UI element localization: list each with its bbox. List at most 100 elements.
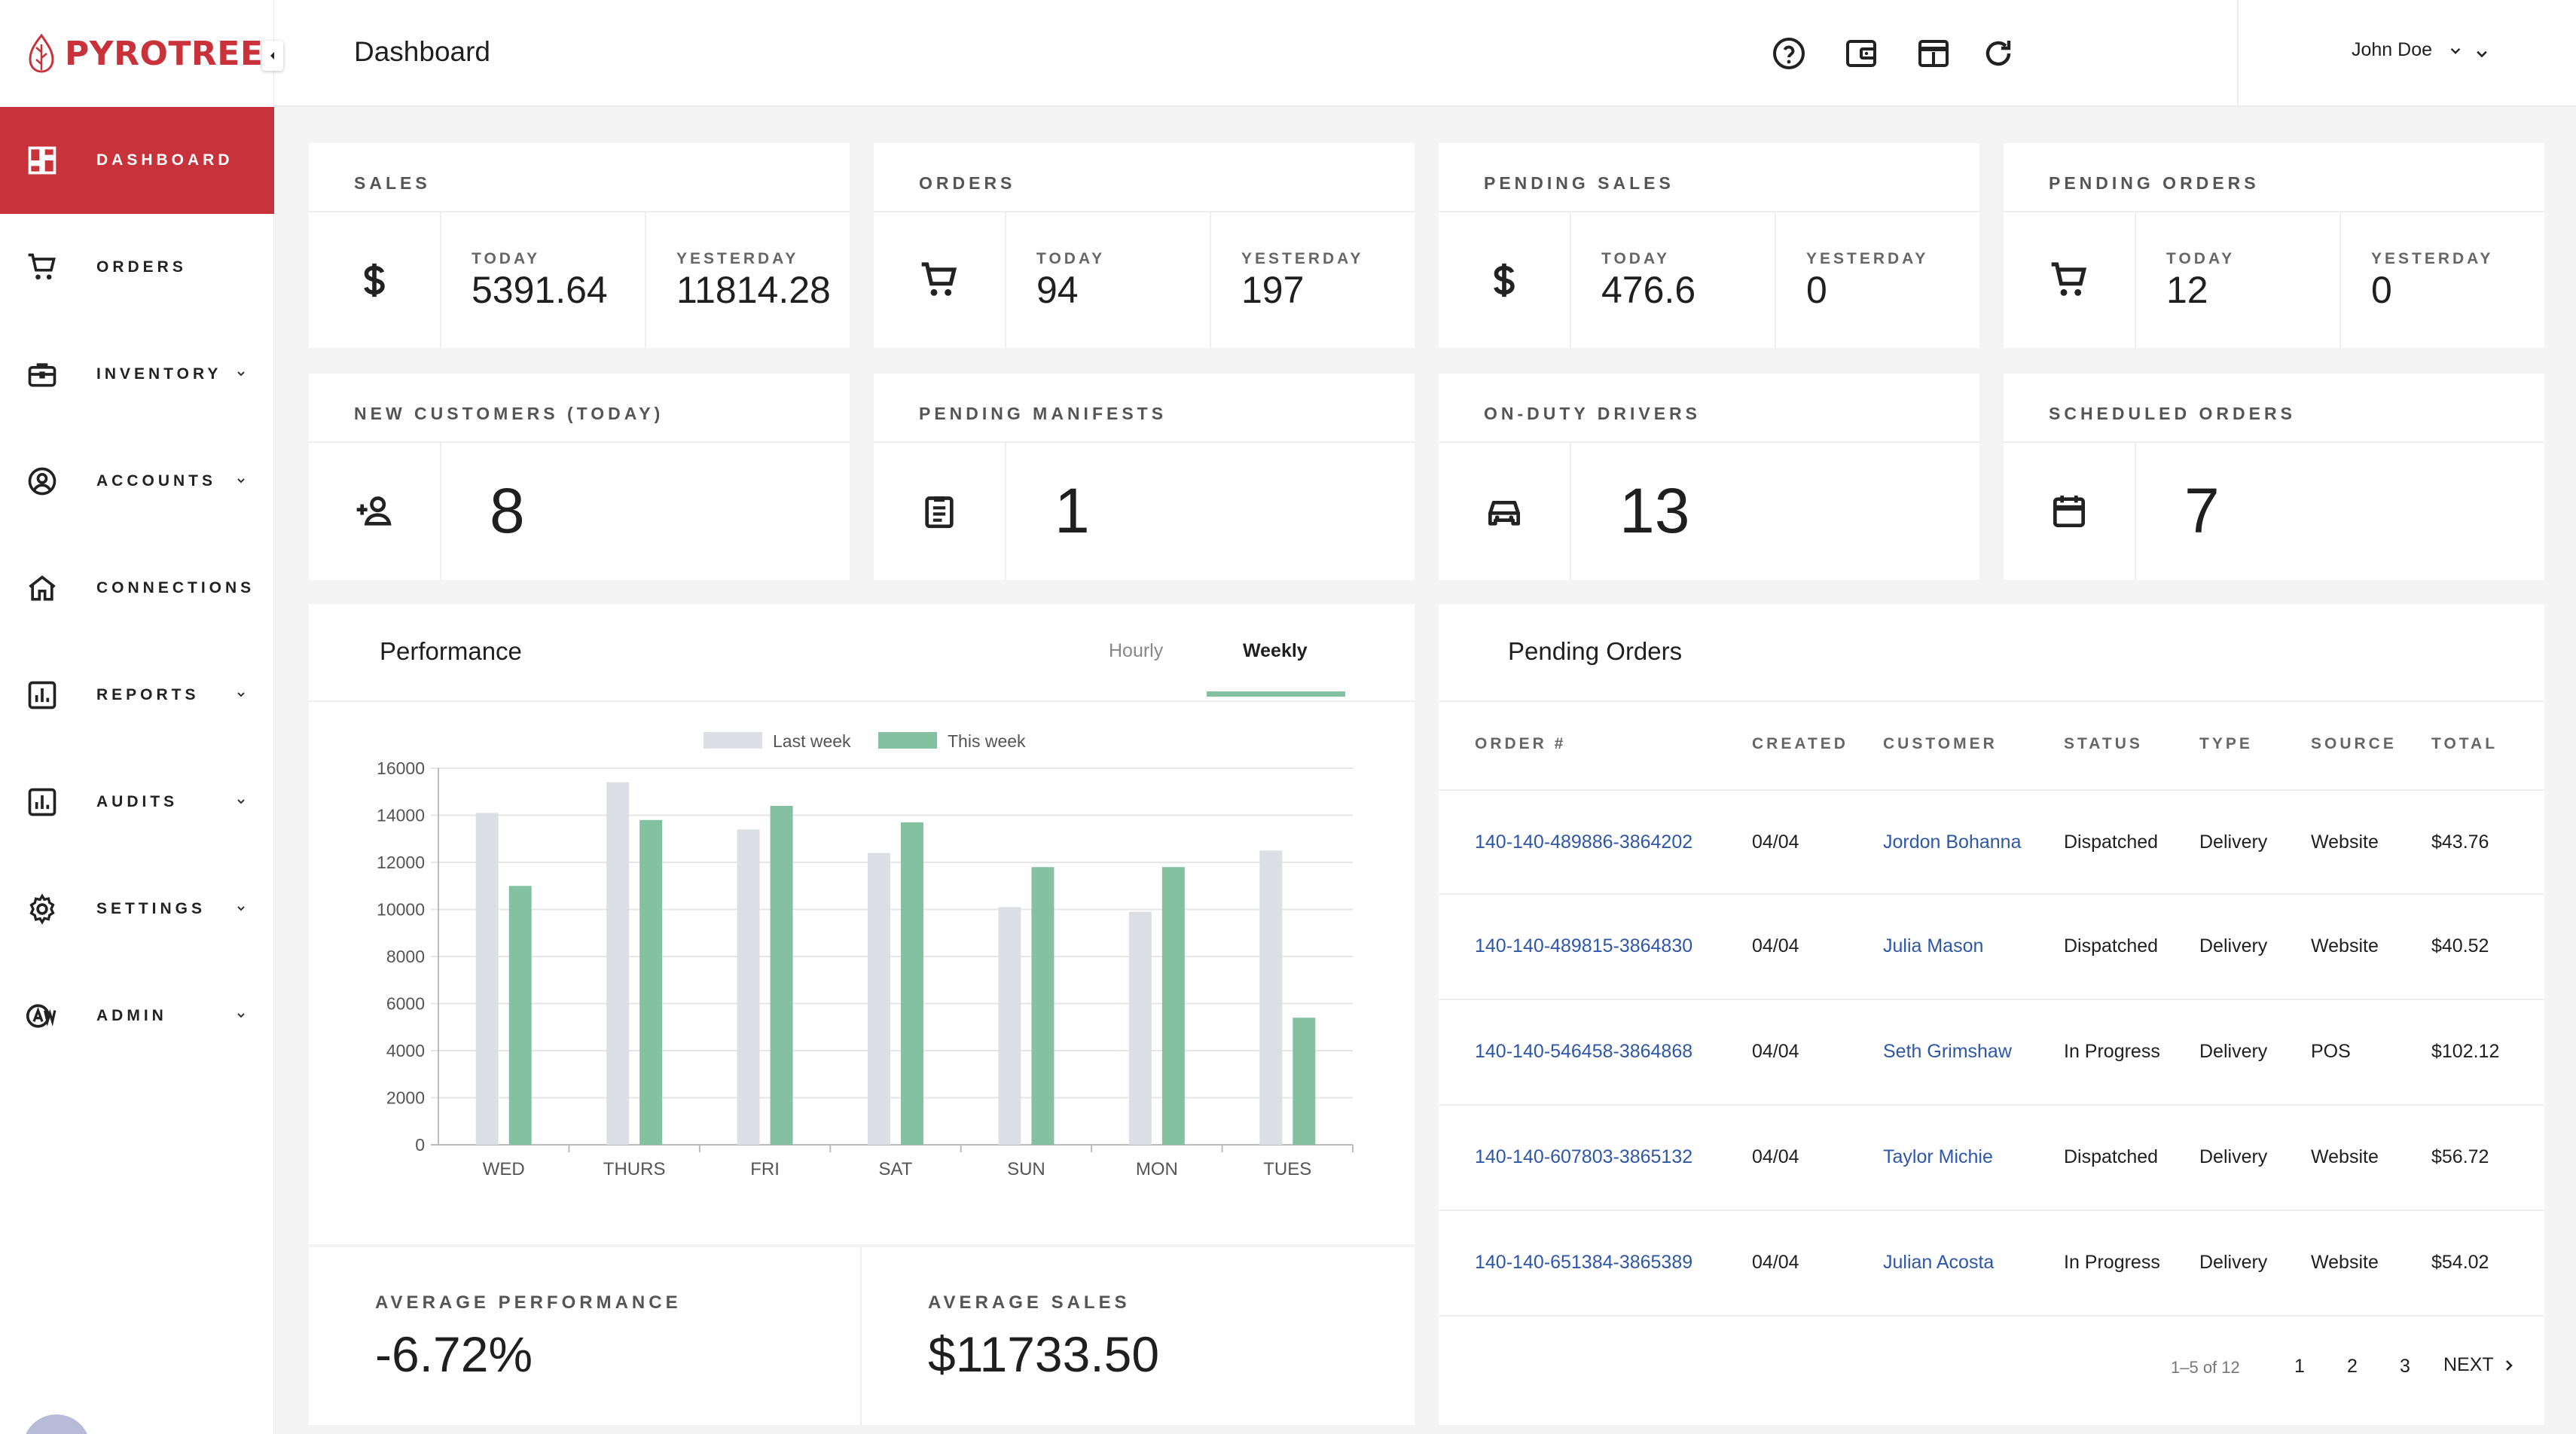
sidebar-item-label: ORDERS	[96, 258, 187, 276]
customer-link[interactable]: Jordon Bohanna	[1883, 831, 2022, 853]
customer-link[interactable]: Seth Grimshaw	[1883, 1041, 2012, 1062]
gear-icon	[26, 892, 59, 926]
home-icon	[26, 572, 59, 605]
card-icon-cell	[2004, 212, 2136, 348]
order-number-link[interactable]: 140-140-651384-3865389	[1475, 1252, 1693, 1273]
divider	[309, 700, 1415, 702]
table-row[interactable]: 140-140-651384-3865389 04/04 Julian Acos…	[1439, 1211, 2544, 1317]
column-header-status[interactable]: STATUS	[2064, 735, 2143, 752]
sidebar-item-audits[interactable]: AUDITS	[0, 749, 274, 856]
sidebar-item-admin[interactable]: ADMIN	[0, 963, 274, 1069]
header-divider	[2237, 0, 2239, 107]
brand-name: PYROTREE	[65, 34, 264, 73]
card-icon-cell	[309, 443, 441, 580]
cart-icon	[26, 251, 59, 284]
status-cell: Dispatched	[2064, 935, 2159, 957]
brand-logo[interactable]: PYROTREE	[26, 29, 263, 78]
legend-label: This week	[948, 731, 1026, 751]
page-1-button[interactable]: 1	[2294, 1356, 2305, 1377]
sidebar-item-reports[interactable]: REPORTS	[0, 642, 274, 749]
bar-this-week	[508, 886, 532, 1145]
user-menu[interactable]: John Doe	[2352, 39, 2465, 61]
column-header-customer[interactable]: CUSTOMER	[1883, 735, 1998, 752]
yesterday-value: 0	[2371, 269, 2392, 311]
sidebar-item-label: REPORTS	[96, 686, 200, 703]
column-header-order[interactable]: ORDER #	[1475, 735, 1567, 752]
sidebar-item-accounts[interactable]: ACCOUNTS	[0, 428, 274, 535]
customer-link[interactable]: Julia Mason	[1883, 935, 1984, 957]
pagination-range: 1–5 of 12	[2171, 1358, 2240, 1377]
clipboard-icon	[925, 496, 954, 529]
collapse-sidebar-button[interactable]	[262, 41, 283, 71]
stat-value: 13	[1619, 475, 1690, 546]
column-header-total[interactable]: TOTAL	[2431, 735, 2498, 752]
tab-hourly[interactable]: Hourly	[1109, 640, 1164, 661]
divider	[309, 211, 850, 212]
yesterday-label: YESTERDAY	[1241, 250, 1364, 267]
page-3-button[interactable]: 3	[2400, 1356, 2410, 1377]
card-title: NEW CUSTOMERS (TODAY)	[354, 404, 664, 423]
refresh-button[interactable]	[1979, 35, 2017, 72]
sidebar-item-dashboard[interactable]: DASHBOARD	[0, 107, 274, 214]
bar-last-week	[606, 782, 630, 1145]
average-performance-label: AVERAGE PERFORMANCE	[375, 1292, 682, 1313]
divider	[1439, 441, 1979, 443]
average-sales-cell: AVERAGE SALES $11733.50	[862, 1247, 1415, 1425]
sidebar-item-inventory[interactable]: INVENTORY	[0, 321, 274, 428]
user-name: John Doe	[2352, 39, 2433, 60]
sidebar-item-label: ADMIN	[96, 1007, 167, 1024]
order-number-link[interactable]: 140-140-607803-3865132	[1475, 1146, 1693, 1167]
wallet-button[interactable]	[1842, 35, 1880, 72]
card-icon-cell	[309, 212, 441, 348]
tab-weekly[interactable]: Weekly	[1243, 640, 1308, 661]
sidebar-item-connections[interactable]: CONNECTIONS	[0, 535, 274, 642]
customer-link[interactable]: Taylor Michie	[1883, 1146, 1993, 1167]
column-header-type[interactable]: TYPE	[2199, 735, 2253, 752]
today-label: TODAY	[2166, 250, 2236, 267]
x-tick-label: FRI	[750, 1159, 780, 1179]
x-tick-label: THURS	[603, 1159, 666, 1179]
card-title: ON-DUTY DRIVERS	[1484, 404, 1701, 423]
audit-chart-icon	[26, 786, 59, 819]
yesterday-cell: YESTERDAY 0	[1775, 212, 1979, 348]
customer-link[interactable]: Julian Acosta	[1883, 1252, 1995, 1273]
card-icon-cell	[874, 212, 1006, 348]
page-2-button[interactable]: 2	[2347, 1356, 2358, 1377]
browser-window-button[interactable]	[1915, 35, 1952, 72]
y-tick-label: 8000	[386, 947, 425, 966]
help-button[interactable]	[1770, 35, 1808, 72]
floating-action-button[interactable]	[23, 1414, 90, 1434]
card-title: PENDING SALES	[1484, 173, 1674, 193]
table-row[interactable]: 140-140-489886-3864202 04/04 Jordon Boha…	[1439, 789, 2544, 895]
column-header-source[interactable]: SOURCE	[2311, 735, 2397, 752]
pending-sales-card: PENDING SALES TODAY 476.6 YESTERDAY 0	[1439, 143, 1979, 348]
average-sales-label: AVERAGE SALES	[928, 1292, 1131, 1313]
next-label: NEXT	[2443, 1354, 2494, 1375]
stat-value: 8	[490, 475, 525, 546]
table-row[interactable]: 140-140-489815-3864830 04/04 Julia Mason…	[1439, 895, 2544, 1000]
yesterday-value: 197	[1241, 269, 1305, 311]
sidebar-item-orders[interactable]: ORDERS	[0, 214, 274, 321]
yesterday-value: 0	[1806, 269, 1827, 311]
chevron-down-icon	[237, 799, 245, 804]
location-dropdown-toggle[interactable]	[2463, 35, 2501, 72]
order-number-link[interactable]: 140-140-546458-3864868	[1475, 1041, 1693, 1062]
table-row[interactable]: 140-140-607803-3865132 04/04 Taylor Mich…	[1439, 1106, 2544, 1211]
sidebar-item-settings[interactable]: SETTINGS	[0, 856, 274, 963]
type-cell: Delivery	[2199, 1252, 2268, 1273]
scheduled-orders-card: SCHEDULED ORDERS 7	[2004, 374, 2544, 580]
order-number-link[interactable]: 140-140-489886-3864202	[1475, 831, 1693, 853]
averages-panel: AVERAGE PERFORMANCE -6.72% AVERAGE SALES…	[309, 1247, 1415, 1425]
order-number-link[interactable]: 140-140-489815-3864830	[1475, 935, 1693, 957]
table-row[interactable]: 140-140-546458-3864868 04/04 Seth Grimsh…	[1439, 1000, 2544, 1106]
y-tick-label: 4000	[386, 1041, 425, 1060]
sidebar-item-label: CONNECTIONS	[96, 579, 255, 596]
top-header: Dashboard John Doe	[274, 0, 2576, 107]
bar-this-week	[770, 806, 793, 1145]
source-cell: POS	[2311, 1041, 2351, 1062]
pending-orders-card: PENDING ORDERS TODAY 12 YESTERDAY 0	[2004, 143, 2544, 348]
next-page-button[interactable]: NEXT	[2443, 1354, 2518, 1376]
yesterday-label: YESTERDAY	[1806, 250, 1929, 267]
column-header-created[interactable]: CREATED	[1752, 735, 1848, 752]
today-cell: TODAY 12	[2136, 212, 2339, 348]
